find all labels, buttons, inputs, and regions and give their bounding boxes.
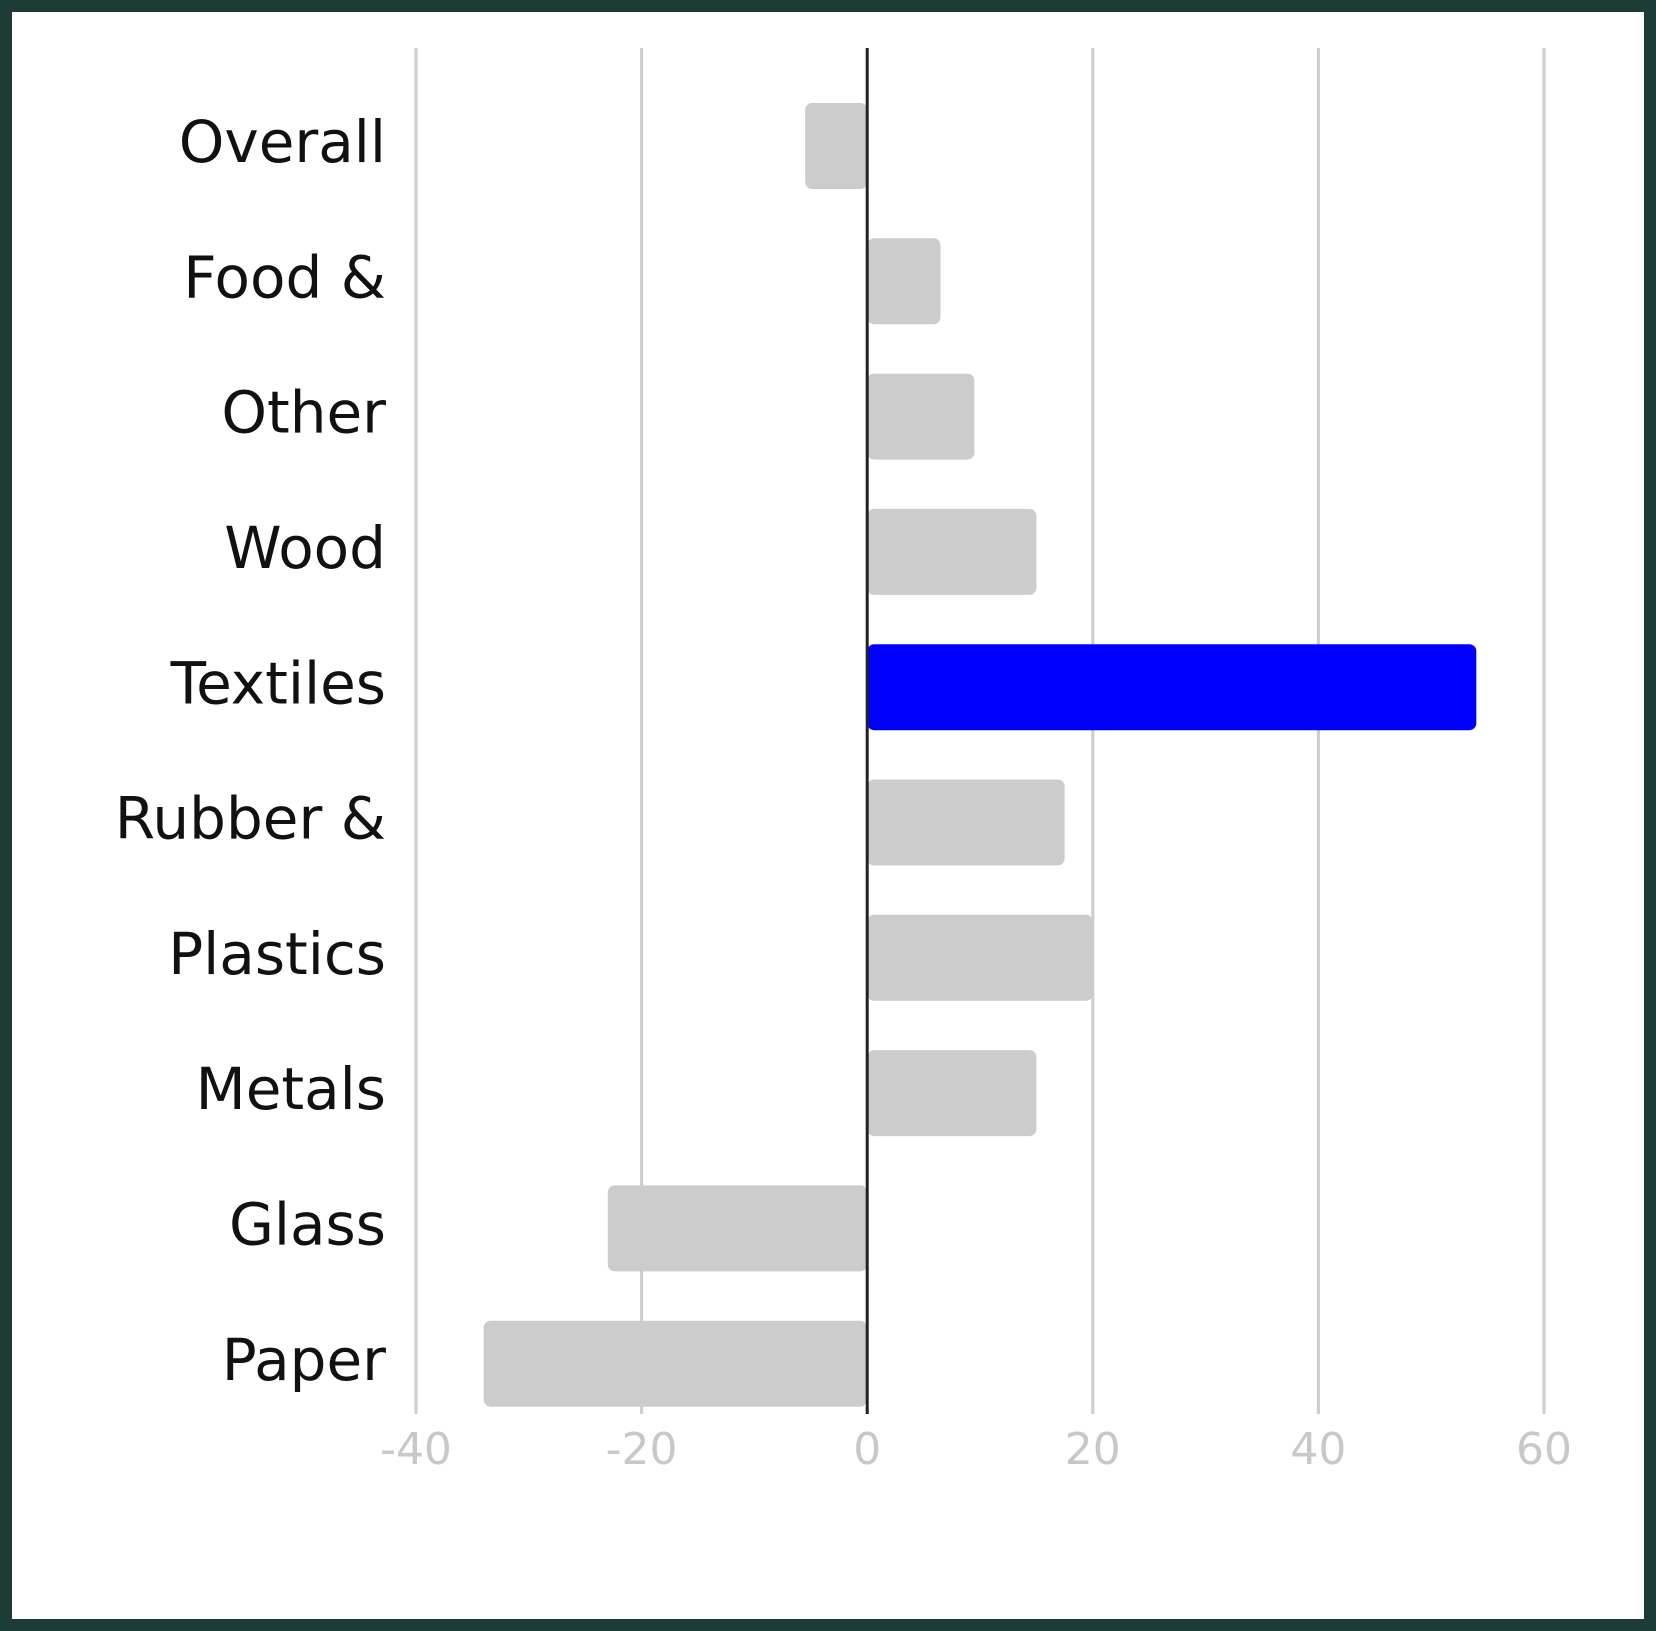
category-label: Food &	[183, 243, 386, 311]
x-tick-label: 20	[1065, 1424, 1121, 1475]
bar-paper	[483, 1320, 868, 1407]
category-label: Other	[221, 379, 386, 447]
category-label: Overall	[179, 108, 386, 176]
bar-textiles	[867, 644, 1477, 731]
x-tick-label: 60	[1516, 1424, 1572, 1475]
x-tick-label: -20	[606, 1424, 678, 1475]
bar-metals	[867, 1050, 1037, 1137]
bar-plastics	[867, 914, 1093, 1001]
bar-wood	[867, 508, 1037, 595]
category-label: Wood	[224, 514, 386, 582]
x-tick-label: 0	[853, 1424, 881, 1475]
category-labels: Overall Food & Other Wood Textiles Rubber & Pl…	[115, 108, 386, 1394]
bar-food	[867, 238, 941, 325]
category-label: Rubber &	[115, 785, 386, 853]
bar-other	[867, 373, 975, 460]
category-label: Metals	[196, 1055, 386, 1123]
category-label: Plastics	[168, 920, 386, 988]
category-label: Textiles	[170, 649, 386, 717]
category-label: Paper	[222, 1326, 386, 1394]
bar-rubber	[867, 779, 1065, 866]
chart-frame: Overall Food & Other Wood Textiles Rubber & Pl…	[12, 12, 1644, 1619]
bars	[483, 103, 1477, 1407]
bar-glass	[607, 1185, 868, 1272]
x-tick-label: 40	[1290, 1424, 1346, 1475]
bar-chart: Overall Food & Other Wood Textiles Rubber & Pl…	[115, 48, 1572, 1475]
category-label: Glass	[229, 1191, 386, 1259]
x-tick-label: -40	[380, 1424, 452, 1475]
grid-lines	[414, 48, 1546, 1414]
x-tick-labels: -40 -20 0 20 40 60	[380, 1424, 1572, 1475]
bar-overall	[805, 103, 868, 189]
